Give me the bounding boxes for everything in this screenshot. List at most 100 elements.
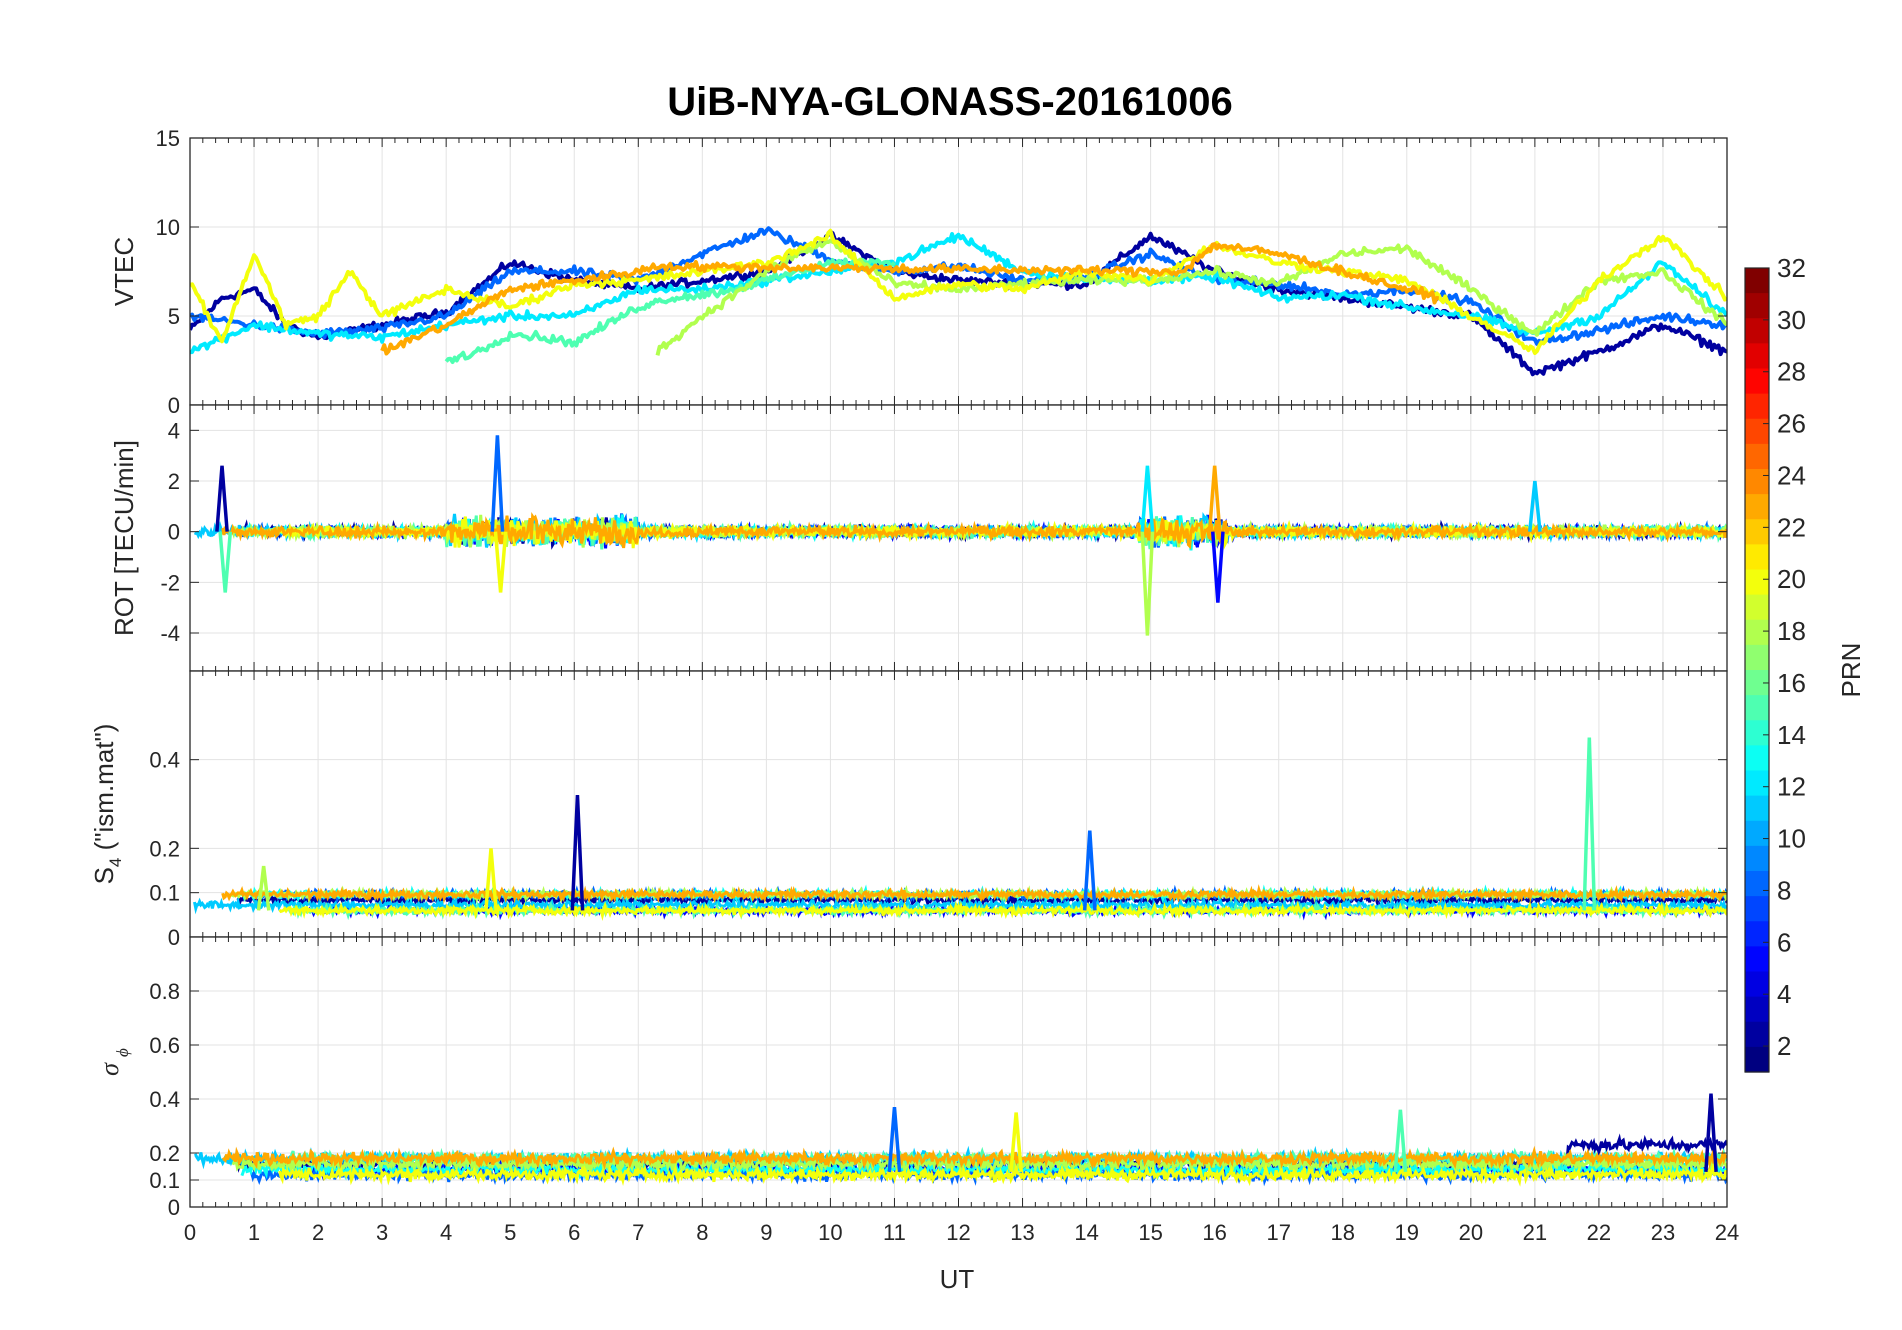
y-tick-label: 0.1: [149, 881, 180, 906]
peak-mark: [1582, 737, 1597, 911]
peak-mark: [493, 531, 508, 593]
colorbar-segment: [1745, 469, 1769, 495]
x-tick-label: 21: [1523, 1220, 1547, 1245]
colorbar-tick-label: 14: [1777, 720, 1806, 750]
series-group: [190, 226, 1727, 377]
y-tick-label: 0: [168, 1195, 180, 1220]
colorbar-label: PRN: [1836, 643, 1866, 698]
x-tick-label: 6: [568, 1220, 580, 1245]
y-axis-label-sigma: σϕ: [95, 1048, 132, 1076]
peak-mark: [218, 531, 233, 593]
y-tick-label: 0.2: [149, 1141, 180, 1166]
peak-mark: [215, 465, 229, 532]
y-tick-label: -4: [160, 621, 180, 646]
colorbar-tick-label: 12: [1777, 772, 1806, 802]
x-tick-label: 4: [440, 1220, 452, 1245]
colorbar-segment: [1745, 268, 1769, 294]
peak-mark: [1140, 531, 1155, 636]
peak-mark: [1528, 480, 1542, 532]
y-tick-label: 0.4: [149, 748, 180, 773]
x-tick-label: 23: [1651, 1220, 1675, 1245]
colorbar-segment: [1745, 318, 1769, 344]
y-tick-label: 0.8: [149, 979, 180, 1004]
colorbar-segment: [1745, 695, 1769, 721]
colorbar-segment: [1745, 820, 1769, 847]
series-line-prn-20: [278, 1161, 1727, 1187]
peak-mark: [887, 1106, 902, 1173]
y-tick-label: 4: [168, 418, 180, 443]
colorbar-tick-label: 22: [1777, 512, 1806, 542]
series-group: [194, 1093, 1727, 1187]
y-tick-label: 0.1: [149, 1168, 180, 1193]
colorbar-tick-label: 18: [1777, 616, 1806, 646]
peak-mark: [1207, 465, 1222, 532]
series-line-prn-20: [190, 228, 1727, 355]
colorbar-segment: [1745, 946, 1769, 973]
y-tick-label: 0.2: [149, 836, 180, 861]
series-line-prn-23: [221, 1145, 1727, 1171]
peak-mark: [1140, 465, 1155, 532]
colorbar-frame: [1744, 267, 1770, 1073]
colorbar-segment: [1745, 921, 1769, 947]
colorbar-segment: [1745, 619, 1769, 646]
chart-title: UiB-NYA-GLONASS-20161006: [667, 80, 1232, 124]
colorbar-tick-label: 24: [1777, 460, 1806, 490]
colorbar-segment: [1745, 569, 1769, 596]
y-tick-label: 0: [168, 393, 180, 418]
peak-mark: [484, 848, 498, 911]
y-axis-label-main: S: [89, 867, 119, 884]
y-tick-label: 2: [168, 469, 180, 494]
panel-s4: 0 0.1 0.2 0.4 S4 ("ism.mat"): [89, 670, 1728, 950]
y-axis-label-sub: ϕ: [113, 1048, 132, 1057]
colorbar-segment: [1745, 519, 1769, 545]
colorbar-segment: [1745, 494, 1769, 520]
colorbar-segment: [1745, 996, 1769, 1023]
y-tick-label: 0: [168, 925, 180, 950]
peak-mark: [1211, 531, 1225, 603]
panel-vtec: 0 5 10 15 VTEC: [109, 126, 1728, 418]
x-tick-label: 13: [1010, 1220, 1034, 1245]
peak-mark: [490, 435, 505, 532]
colorbar-tick-label: 32: [1777, 253, 1806, 283]
colorbar-segment: [1745, 594, 1769, 621]
y-axis-label-s4: S4 ("ism.mat"): [89, 724, 125, 885]
y-tick-label: -2: [160, 570, 180, 595]
colorbar-segment: [1745, 871, 1769, 897]
colorbar-tick-label: 4: [1777, 979, 1791, 1009]
x-tick-label: 7: [632, 1220, 644, 1245]
series-line-prn-20: [278, 900, 1727, 921]
series-line-prn-23: [221, 511, 1727, 550]
series-group: [193, 737, 1727, 921]
colorbar-segment: [1745, 544, 1769, 571]
x-tick-label: 22: [1587, 1220, 1611, 1245]
y-tick-label: 0.6: [149, 1033, 180, 1058]
colorbar-segment: [1745, 1046, 1769, 1073]
colorbar-tick-label: 20: [1777, 564, 1806, 594]
colorbar-tick-label: 8: [1777, 875, 1791, 905]
x-tick-label: 5: [504, 1220, 516, 1245]
x-tick-label: 3: [376, 1220, 388, 1245]
colorbar-segment: [1745, 795, 1769, 822]
y-axis-label-main: σ: [95, 1062, 124, 1076]
peak-mark: [1082, 830, 1097, 911]
series-line-prn-23: [380, 242, 1439, 356]
peak-mark: [1704, 1093, 1718, 1173]
x-tick-label: 14: [1074, 1220, 1098, 1245]
colorbar-segment: [1745, 393, 1769, 420]
x-tick-label: 9: [760, 1220, 772, 1245]
x-tick-label: 19: [1395, 1220, 1419, 1245]
colorbar-segment: [1745, 845, 1769, 872]
y-tick-label: 10: [156, 215, 180, 240]
x-tick-label: 17: [1266, 1220, 1290, 1245]
panel-rot: -4 -2 0 2 4 ROT [TECU/min]: [109, 404, 1728, 672]
x-tick-label: 2: [312, 1220, 324, 1245]
colorbar-segment: [1745, 368, 1769, 395]
series-line-prn-18: [655, 238, 1727, 356]
y-axis-label-vtec: VTEC: [109, 237, 139, 306]
colorbar-tick-label: 26: [1777, 409, 1806, 439]
peak-mark: [1009, 1112, 1024, 1173]
colorbar-tick-label: 6: [1777, 927, 1791, 957]
